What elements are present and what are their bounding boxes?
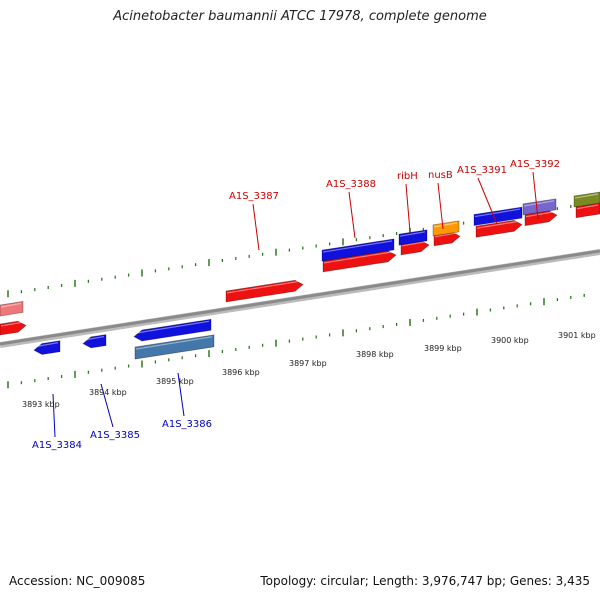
cds-next — [575, 202, 600, 219]
label-callouts — [52, 171, 539, 438]
callout-line — [52, 393, 56, 438]
reverse-gene-label: A1S_3386 — [162, 419, 212, 430]
cds-a1s-3392-highlight — [525, 211, 556, 218]
inner-tick-ring — [7, 293, 585, 389]
callout-line — [532, 171, 539, 220]
forward-gene-label: nusB — [428, 170, 453, 181]
gene-nusb-highlight — [433, 222, 458, 228]
forward-gene-label: A1S_3392 — [510, 159, 560, 170]
tick-label: 3900 kbp — [491, 336, 529, 345]
callout-line — [252, 203, 260, 251]
cds-next-highlight — [576, 204, 599, 210]
gene-next-highlight — [574, 193, 599, 199]
tick-label: 3899 kbp — [424, 344, 462, 353]
tick-label: 3897 kbp — [289, 359, 327, 368]
cds-prev-highlight — [0, 321, 25, 327]
gene-a1s-3386-highlight — [134, 320, 210, 334]
callout-line — [437, 182, 444, 230]
tick-label: 3893 kbp — [22, 400, 60, 409]
tick-labels: 3893 kbp 3894 kbp 3895 kbp 3896 kbp 3897 kbp… — [22, 331, 596, 409]
forward-gene-label: A1S_3387 — [229, 191, 279, 202]
tick-label: 3894 kbp — [89, 388, 127, 397]
gene-next — [573, 191, 600, 208]
callout-line — [477, 177, 498, 225]
cds-a1s-3386-highlight — [135, 336, 213, 350]
gene-a1s-3392 — [522, 198, 557, 216]
gene-a1s-3388-highlight — [322, 240, 393, 253]
cds-a1s-3388-highlight — [323, 251, 395, 264]
cds-a1s-3391 — [475, 219, 523, 238]
gene-prev — [0, 300, 24, 317]
tick-label: 3901 kbp — [558, 331, 596, 340]
reverse-gene-label: A1S_3385 — [90, 430, 140, 441]
gene-ribh — [398, 229, 428, 246]
gene-ribh-highlight — [399, 231, 426, 237]
tick-label: 3898 kbp — [356, 350, 394, 359]
cds-a1s-3388 — [322, 250, 397, 273]
forward-gene-label: A1S_3391 — [457, 165, 507, 176]
gene-a1s-3385 — [82, 334, 107, 349]
gene-a1s-3392-highlight — [523, 200, 555, 207]
accession-text: Accession: NC_009085 — [9, 574, 146, 588]
callout-line — [100, 383, 114, 428]
gene-a1s-3384 — [33, 340, 61, 355]
callout-line — [405, 183, 411, 233]
backbone-line — [0, 249, 600, 346]
gene-a1s-3391 — [473, 206, 523, 226]
tick-label: 3895 kbp — [156, 377, 194, 386]
gene-labels: A1S_3387 A1S_3388 ribH nusB A1S_3391A1S_3392… — [32, 159, 560, 451]
tick-label: 3896 kbp — [222, 368, 260, 377]
forward-gene-label: A1S_3388 — [326, 179, 376, 190]
feature-track — [0, 191, 600, 360]
gene-a1s-3391-highlight — [474, 208, 521, 218]
cds-a1s-3387 — [225, 279, 304, 303]
cds-a1s-3387-highlight — [226, 280, 302, 294]
genome-backbone — [0, 249, 600, 348]
map-title: Acinetobacter baumannii ATCC 17978, comp… — [113, 9, 487, 24]
forward-gene-label: ribH — [397, 171, 418, 182]
gene-nusb — [432, 220, 460, 237]
gene-prev-highlight — [0, 302, 22, 308]
gene-a1s-3385-highlight — [83, 335, 105, 341]
cds-a1s-3391-highlight — [476, 220, 521, 229]
reverse-gene-label: A1S_3384 — [32, 440, 82, 451]
cds-nusb-highlight — [434, 232, 459, 238]
gene-a1s-3386 — [133, 318, 212, 342]
cds-a1s-3386 — [134, 334, 215, 360]
cds-ribh-highlight — [401, 240, 428, 247]
cds-prev — [0, 320, 27, 336]
gene-a1s-3388 — [321, 238, 395, 262]
genome-summary-text: Topology: circular; Length: 3,976,747 bp… — [260, 574, 590, 588]
gene-a1s-3384-highlight — [34, 342, 59, 348]
callout-line — [348, 191, 356, 239]
callout-line — [177, 372, 185, 417]
